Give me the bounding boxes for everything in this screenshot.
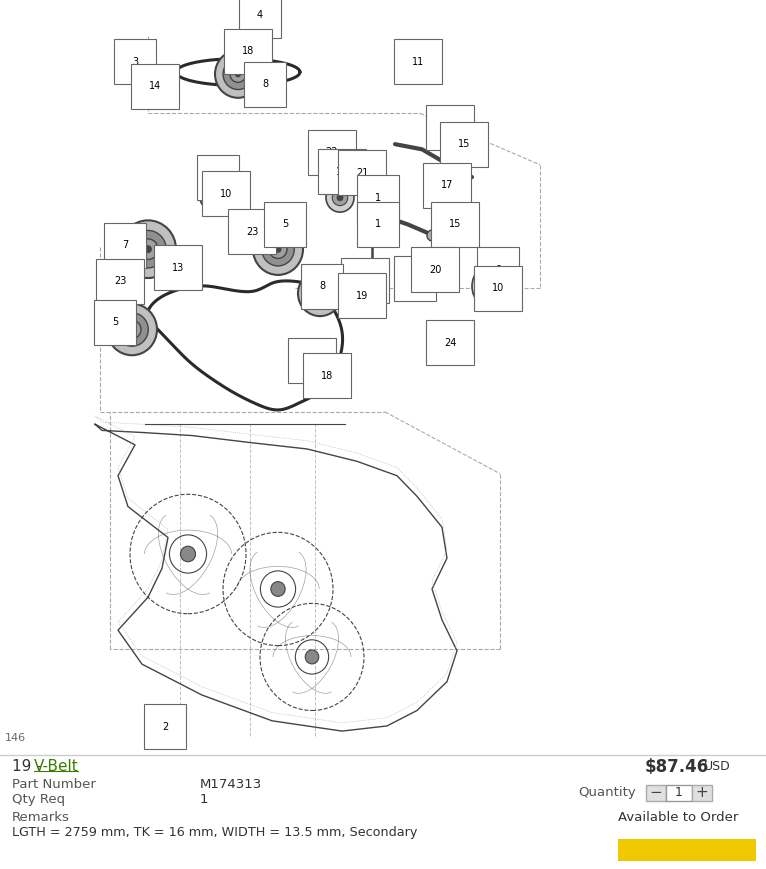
Text: $87.46: $87.46 <box>645 758 709 776</box>
Circle shape <box>312 285 328 302</box>
Text: 19: 19 <box>356 290 368 301</box>
Text: 1: 1 <box>675 786 683 799</box>
Text: 15: 15 <box>458 139 470 149</box>
Text: 21: 21 <box>356 168 368 178</box>
Text: USD: USD <box>704 760 731 773</box>
Text: 3: 3 <box>132 56 138 67</box>
Circle shape <box>315 365 322 372</box>
FancyBboxPatch shape <box>666 785 692 801</box>
Circle shape <box>271 581 285 596</box>
Text: 23: 23 <box>114 276 126 286</box>
FancyBboxPatch shape <box>646 785 666 801</box>
Text: 17: 17 <box>440 181 453 190</box>
Circle shape <box>262 232 294 266</box>
Text: 14: 14 <box>149 82 161 91</box>
Circle shape <box>235 71 241 77</box>
Text: 13: 13 <box>172 262 184 273</box>
Circle shape <box>309 360 327 378</box>
Circle shape <box>214 189 222 198</box>
Text: 18: 18 <box>336 167 348 177</box>
Circle shape <box>120 221 176 278</box>
FancyBboxPatch shape <box>692 785 712 801</box>
Circle shape <box>199 174 237 213</box>
Text: 10: 10 <box>220 189 232 199</box>
Text: V-Belt: V-Belt <box>34 760 79 774</box>
Text: 8: 8 <box>262 79 268 90</box>
Text: LGTH = 2759 mm, TK = 16 mm, WIDTH = 13.5 mm, Secondary: LGTH = 2759 mm, TK = 16 mm, WIDTH = 13.5… <box>12 826 417 839</box>
Text: 5: 5 <box>112 317 118 328</box>
Circle shape <box>337 195 343 201</box>
Circle shape <box>302 352 334 385</box>
Circle shape <box>332 189 348 206</box>
Circle shape <box>215 50 261 98</box>
Text: 2: 2 <box>162 722 168 732</box>
Text: 9: 9 <box>215 172 221 182</box>
Circle shape <box>317 290 322 296</box>
Text: M174313: M174313 <box>200 779 262 792</box>
Circle shape <box>223 59 253 90</box>
Text: 20: 20 <box>429 265 441 275</box>
Text: Part Number: Part Number <box>12 779 96 792</box>
Text: +: + <box>696 786 709 800</box>
Text: 5: 5 <box>282 220 288 229</box>
Circle shape <box>181 547 195 561</box>
Circle shape <box>305 650 319 664</box>
Text: 6: 6 <box>412 273 418 283</box>
Text: Remarks: Remarks <box>12 812 70 825</box>
Circle shape <box>138 239 158 260</box>
Text: 11: 11 <box>412 56 424 67</box>
Text: 1: 1 <box>200 793 208 806</box>
Text: Available to Order: Available to Order <box>618 812 738 825</box>
FancyBboxPatch shape <box>618 839 756 861</box>
Text: 22: 22 <box>306 355 318 365</box>
Circle shape <box>306 279 334 308</box>
Text: 23: 23 <box>246 227 258 236</box>
Circle shape <box>208 182 228 204</box>
Circle shape <box>253 223 303 275</box>
Circle shape <box>129 230 166 268</box>
Text: Quantity: Quantity <box>578 786 636 799</box>
Text: 1: 1 <box>375 193 381 202</box>
Text: 15: 15 <box>449 220 461 229</box>
Text: 12: 12 <box>358 275 372 285</box>
Circle shape <box>116 313 149 346</box>
Circle shape <box>230 66 246 83</box>
Circle shape <box>275 246 281 252</box>
Text: 18: 18 <box>321 371 333 381</box>
Circle shape <box>145 246 152 253</box>
Circle shape <box>472 262 518 310</box>
Text: 19 -: 19 - <box>12 760 47 774</box>
Text: 22: 22 <box>326 148 339 157</box>
Text: −: − <box>650 786 663 800</box>
Text: 1: 1 <box>375 220 381 229</box>
Circle shape <box>123 321 141 339</box>
Text: 8: 8 <box>319 282 325 291</box>
Text: 10: 10 <box>492 283 504 294</box>
Text: Qty Req: Qty Req <box>12 793 65 806</box>
Text: 7: 7 <box>122 240 128 250</box>
Circle shape <box>129 326 135 333</box>
Text: 9: 9 <box>495 265 501 275</box>
Text: 4: 4 <box>257 10 263 21</box>
Circle shape <box>107 304 157 355</box>
Circle shape <box>483 273 508 299</box>
Text: 16: 16 <box>444 123 456 133</box>
Text: 24: 24 <box>444 338 457 348</box>
Circle shape <box>298 271 342 316</box>
Circle shape <box>490 281 500 291</box>
Text: 146: 146 <box>5 733 26 744</box>
Circle shape <box>326 183 354 212</box>
FancyBboxPatch shape <box>402 269 432 296</box>
Text: 18: 18 <box>242 46 254 56</box>
Circle shape <box>269 240 287 258</box>
